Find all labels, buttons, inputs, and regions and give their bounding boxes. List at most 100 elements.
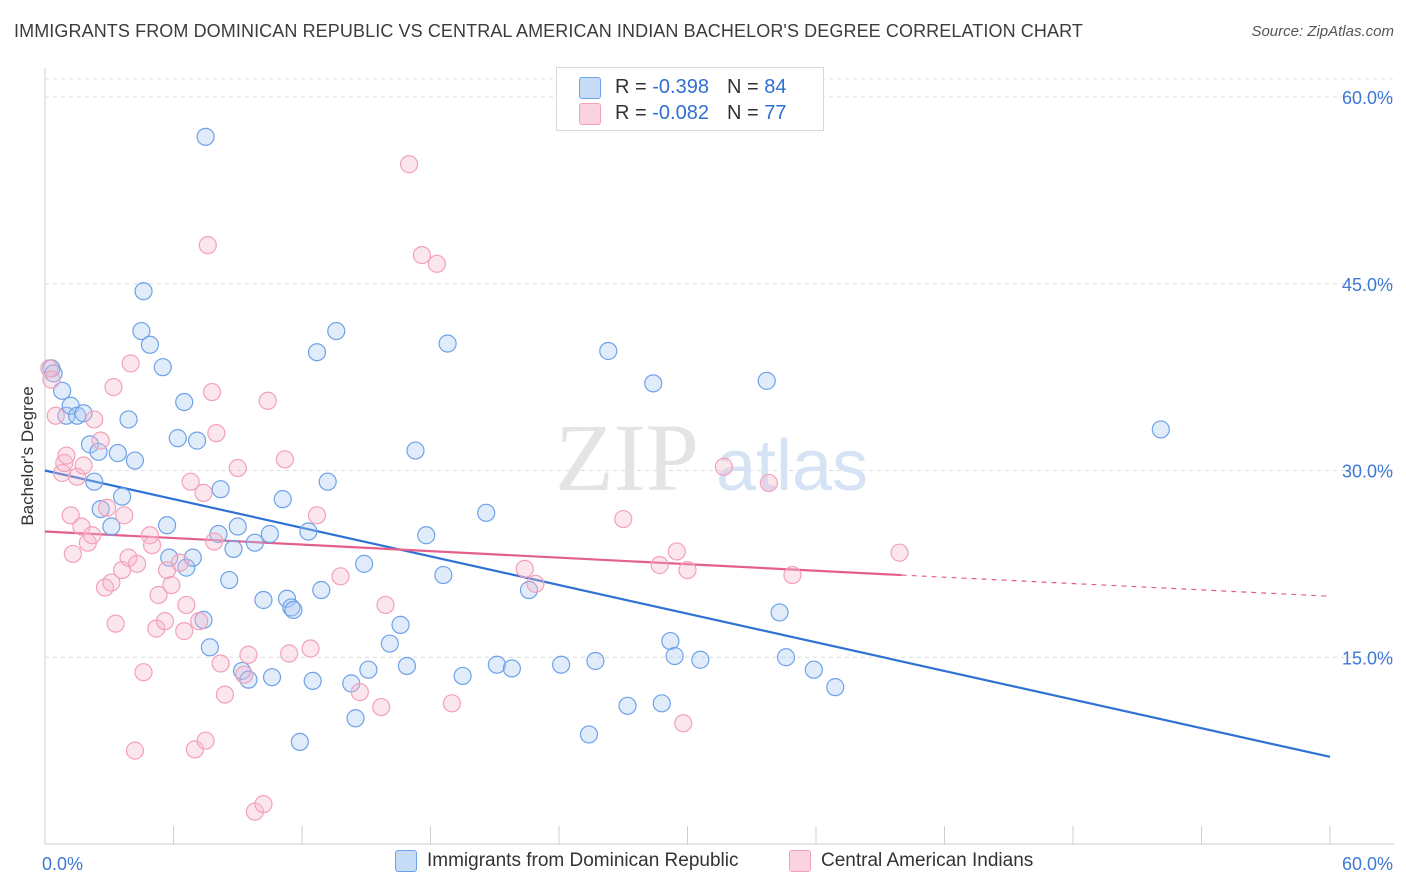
data-point	[312, 580, 331, 600]
data-point	[372, 697, 391, 717]
data-point	[220, 570, 239, 590]
legend-swatch-central-american	[579, 102, 601, 125]
data-point	[155, 612, 175, 631]
legend-swatch-dominican	[579, 76, 601, 99]
data-point	[301, 639, 320, 658]
y-tick-label: 45.0%	[1342, 275, 1393, 295]
data-point	[53, 381, 72, 400]
data-point	[359, 660, 378, 679]
data-point	[89, 442, 108, 461]
n-value: 77	[764, 102, 787, 124]
data-point	[380, 634, 399, 653]
data-point	[85, 472, 104, 491]
data-point	[350, 683, 369, 702]
data-point	[91, 431, 110, 450]
trend-line	[44, 530, 902, 577]
data-point	[391, 615, 410, 634]
legend-label-central-american: Central American Indians	[821, 850, 1034, 871]
data-point	[346, 709, 365, 728]
data-point	[205, 532, 224, 551]
data-point	[776, 648, 796, 667]
grid-lines	[45, 78, 1394, 658]
data-point	[132, 321, 151, 341]
data-point	[153, 358, 172, 377]
legend-item-central-american[interactable]: Central American Indians	[789, 850, 1033, 872]
r-value: -0.082	[652, 102, 709, 124]
data-point	[254, 590, 273, 610]
data-point	[674, 714, 693, 733]
data-point	[125, 741, 145, 760]
data-point	[273, 490, 292, 509]
legend-row-dominican: R = -0.398 N = 84	[579, 76, 786, 99]
data-point	[57, 446, 76, 465]
data-point	[299, 522, 318, 541]
data-point	[650, 556, 669, 575]
data-point	[502, 659, 521, 678]
data-point	[303, 671, 322, 691]
data-point	[327, 321, 346, 341]
r-label: R =	[615, 76, 647, 98]
data-point	[85, 410, 104, 429]
data-point	[290, 732, 309, 752]
tick-labels: 15.0% 30.0% 45.0% 60.0% 0.0% 60.0%	[42, 88, 1393, 874]
data-point	[254, 795, 273, 814]
data-point	[277, 589, 297, 608]
legend-swatch-central-american	[789, 850, 811, 872]
watermark-text: atlas	[716, 426, 868, 506]
x-tick-label-left: 0.0%	[42, 854, 83, 874]
data-point	[74, 404, 93, 423]
data-point	[399, 155, 419, 174]
data-point	[406, 441, 425, 460]
data-point	[91, 499, 110, 519]
data-point	[108, 443, 127, 463]
data-point	[115, 506, 134, 525]
data-point	[442, 694, 462, 713]
data-point	[691, 650, 710, 669]
data-point	[427, 254, 447, 273]
data-point	[678, 560, 697, 580]
legend-item-dominican[interactable]: Immigrants from Dominican Republic	[395, 850, 739, 872]
data-point	[239, 645, 258, 664]
data-point	[477, 503, 496, 522]
data-point	[275, 450, 294, 469]
data-point	[376, 595, 395, 615]
data-point	[417, 526, 436, 545]
data-point	[149, 585, 168, 605]
trend-line	[44, 469, 1331, 758]
data-point	[119, 410, 138, 429]
data-point	[228, 517, 247, 536]
legend-swatch-dominican	[395, 850, 417, 872]
data-point	[652, 694, 671, 713]
data-point	[190, 612, 209, 631]
data-point	[46, 406, 65, 425]
data-point	[453, 666, 472, 686]
data-point	[262, 668, 282, 687]
data-point	[307, 343, 327, 362]
data-point	[187, 431, 207, 450]
data-point	[318, 472, 337, 491]
data-point	[661, 631, 680, 651]
n-label: N =	[726, 102, 759, 124]
data-point	[260, 524, 279, 544]
y-tick-label: 30.0%	[1342, 462, 1393, 482]
series-legend: Immigrants from Dominican Republic Centr…	[0, 850, 1406, 880]
data-point	[175, 392, 194, 412]
source-label: Source: ZipAtlas.com	[1251, 23, 1394, 40]
data-point	[42, 370, 61, 389]
data-point	[98, 498, 117, 517]
data-point	[134, 282, 153, 301]
data-point	[104, 377, 123, 397]
data-point	[202, 382, 222, 402]
data-point	[397, 656, 417, 676]
legend-row-central-american: R = -0.082 N = 77	[579, 102, 786, 125]
data-point	[142, 536, 162, 555]
data-point	[168, 429, 187, 448]
data-point	[200, 638, 220, 657]
data-point	[121, 354, 140, 373]
trend-lines	[44, 469, 1331, 758]
data-point	[175, 622, 194, 641]
n-value: 84	[764, 76, 787, 98]
data-point	[224, 539, 243, 559]
data-point	[125, 451, 145, 470]
